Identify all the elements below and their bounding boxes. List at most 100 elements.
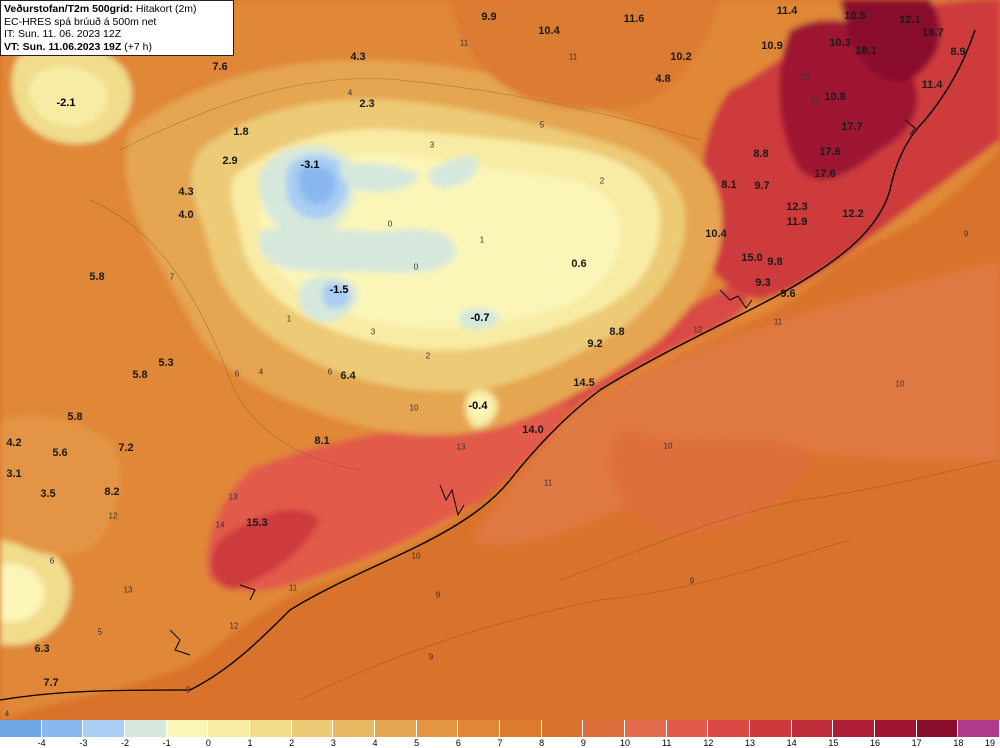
colorbar-swatch [750, 720, 792, 737]
contour-label: 13 [810, 96, 820, 106]
temperature-label: 11.9 [786, 216, 808, 228]
colorbar-tick: 10 [619, 738, 631, 748]
colorbar-tick: 1 [247, 738, 253, 748]
contour-label: 2 [425, 351, 431, 361]
colorbar-tick: -2 [120, 738, 130, 748]
temperature-label: 7.2 [118, 442, 134, 454]
temperature-label: 14.0 [522, 424, 544, 436]
temperature-label: 3.1 [6, 468, 22, 480]
colorbar: -4 -3 -2 -1 0 1 2 3 4 5 6 7 8 9 10 11 12 13 14 15 16 17 18 19 [0, 720, 1000, 748]
temperature-map [0, 0, 1000, 720]
temperature-label: 11.4 [776, 5, 798, 17]
temperature-label: 11.6 [623, 13, 645, 25]
temperature-label: 15.3 [246, 517, 268, 529]
colorbar-swatch [500, 720, 542, 737]
contour-label: 11 [568, 52, 578, 62]
contour-label: 5 [97, 627, 103, 637]
temperature-label: 4.0 [178, 209, 194, 221]
colorbar-swatch [333, 720, 375, 737]
temperature-label: 18.1 [855, 45, 877, 57]
temperature-label: 1.8 [233, 126, 249, 138]
colorbar-swatch [291, 720, 334, 737]
temperature-label: 2.3 [359, 98, 375, 110]
temperature-label: 10.4 [705, 228, 727, 240]
contour-label: 13 [228, 492, 238, 502]
contour-label: 4 [4, 709, 10, 719]
contour-label: 0 [387, 219, 393, 229]
temperature-label: 5.8 [67, 411, 83, 423]
temperature-label: 9.9 [481, 11, 497, 23]
warm-sea-band [470, 260, 1000, 546]
contour-label: 10 [800, 72, 810, 82]
temperature-label: 5.8 [89, 271, 105, 283]
contour-label: 11 [773, 317, 783, 327]
colorbar-swatch [666, 720, 709, 737]
temperature-label: 17.6 [819, 146, 841, 158]
contour-label: 9 [428, 652, 434, 662]
temperature-label: 10.4 [538, 25, 560, 37]
contour-label: 11 [543, 478, 553, 488]
temperature-label: 9.3 [755, 277, 771, 289]
contour-label: 14 [215, 520, 225, 530]
contour-label: 4 [347, 88, 353, 98]
colorbar-tick: 5 [414, 738, 420, 748]
colorbar-swatch [416, 720, 459, 737]
contour-label: 1 [286, 314, 292, 324]
temperature-label: 11.4 [921, 79, 943, 91]
colorbar-tick: 6 [455, 738, 461, 748]
temperature-label: 8.2 [104, 486, 120, 498]
contour-label: 3 [429, 140, 435, 150]
colorbar-swatch [41, 720, 84, 737]
temperature-label: 14.5 [573, 377, 595, 389]
temperature-label: 8.8 [753, 148, 769, 160]
colorbar-swatch [166, 720, 209, 737]
map-title: Veðurstofan/T2m 500grid: [4, 3, 133, 15]
temperature-label: 3.5 [40, 488, 56, 500]
temperature-label: 0.6 [571, 258, 587, 270]
temperature-label: 4.2 [6, 437, 22, 449]
colorbar-swatch [833, 720, 875, 737]
colorbar-tick: 16 [869, 738, 881, 748]
contour-label: 4 [258, 367, 264, 377]
temperature-label: 5.3 [158, 357, 174, 369]
init-time: IT: Sun. 11. 06. 2023 12Z [4, 28, 122, 40]
colorbar-tick: -3 [79, 738, 88, 748]
contour-label: 13 [123, 585, 133, 595]
colorbar-tick: 18 [953, 738, 964, 748]
colorbar-swatch [541, 720, 584, 737]
colorbar-tick: 13 [744, 738, 756, 748]
contour-label: 10 [663, 441, 673, 451]
colorbar-swatch [958, 720, 1000, 737]
temperature-label: 12.2 [842, 208, 864, 220]
contour-label: 11 [459, 38, 469, 48]
contour-label: 12 [108, 511, 118, 521]
contour-label: 9 [963, 229, 969, 239]
contour-label: 12 [693, 325, 703, 335]
colorbar-tick: 15 [828, 738, 839, 748]
temperature-label: -1.5 [329, 284, 349, 296]
model-info: EC-HRES spá brúuð á 500m net [4, 15, 157, 28]
forecast-offset: (+7 h) [124, 40, 152, 53]
colorbar-swatch [791, 720, 834, 737]
colorbar-swatch [125, 720, 167, 737]
colorbar-tick: 3 [330, 738, 336, 748]
colorbar-tick: 14 [786, 738, 797, 748]
temperature-label: 4.3 [178, 186, 194, 198]
valid-time: VT: Sun. 11.06.2023 19Z [4, 40, 122, 53]
temperature-label: -2.1 [56, 97, 76, 109]
colorbar-tick: 8 [539, 738, 545, 748]
temperature-label: 9.6 [780, 288, 796, 300]
temperature-label: 10.2 [670, 51, 692, 63]
contour-label: 1 [479, 235, 485, 245]
temperature-label: -0.4 [468, 400, 488, 412]
colorbar-tick: 17 [911, 738, 922, 748]
colorbar-swatch [875, 720, 917, 737]
colorbar-swatch [250, 720, 292, 737]
temperature-label: 8.1 [721, 179, 737, 191]
colorbar-swatch [375, 720, 417, 737]
contour-label: 11 [288, 583, 298, 593]
temperature-label: 17.6 [814, 168, 836, 180]
temperature-label: 10.5 [844, 10, 866, 22]
temperature-label: 8.1 [314, 435, 330, 447]
temperature-label: 6.3 [34, 643, 50, 655]
